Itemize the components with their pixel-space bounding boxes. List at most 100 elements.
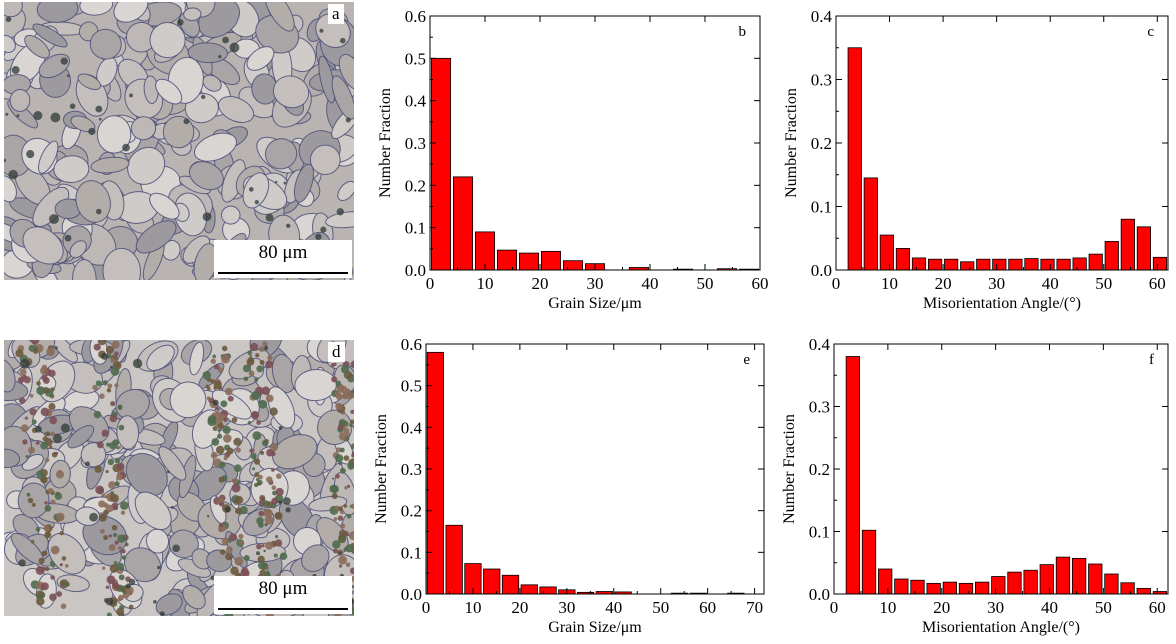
bar-f-1 (861, 529, 877, 595)
bars-e (426, 351, 745, 595)
bar-c-16 (1104, 241, 1119, 271)
bar-b-5 (540, 250, 562, 271)
x-tick-label-b-4: 40 (642, 274, 659, 293)
x-tick-label-b-3: 30 (587, 274, 604, 293)
panel-letter-a: a (328, 4, 344, 24)
x-tick-label-e-4: 40 (605, 598, 622, 617)
y-tick-label-e-3: 0.3 (401, 460, 422, 479)
bar-f-5 (926, 582, 941, 595)
plot-frame-f (833, 343, 1169, 595)
x-tick-label-f-6: 60 (1149, 598, 1166, 617)
bar-f-9 (991, 576, 1006, 595)
x-tick-label-f-3: 30 (987, 598, 1004, 617)
x-tick-label-f-2: 20 (933, 598, 950, 617)
bar-c-1 (863, 177, 878, 271)
bar-c-18 (1136, 226, 1151, 271)
bar-c-9 (992, 258, 1007, 271)
bar-f-11 (1023, 569, 1038, 595)
bars-b (430, 57, 760, 271)
y-tick-label-c-0: 0.0 (811, 261, 832, 280)
scale-bar-d: 80 μm (214, 576, 352, 614)
x-axis-b: 0 10 20 30 40 50 60 (426, 16, 769, 293)
bar-e-3 (483, 568, 501, 595)
bar-f-6 (942, 581, 957, 595)
y-tick-label-c-3: 0.3 (811, 71, 832, 90)
bar-c-13 (1056, 258, 1071, 271)
y-tick-label-f-4: 0.4 (809, 335, 831, 354)
x-axis-c: 0 10 20 30 40 50 60 (832, 16, 1166, 293)
bar-b-6 (562, 260, 584, 271)
bar-c-11 (1024, 258, 1039, 271)
y-axis-label-f: Number Fraction (781, 414, 798, 524)
y-tick-label-b-4: 0.4 (405, 92, 427, 111)
y-axis-e: 0.0 0.1 0.2 0.3 0.4 0.5 0.6 (401, 335, 764, 604)
bar-c-2 (879, 234, 894, 271)
bar-f-13 (1055, 556, 1071, 595)
y-tick-label-f-1: 0.1 (809, 523, 830, 542)
bar-c-10 (1008, 258, 1023, 271)
scale-bar-line-a (218, 272, 348, 274)
bar-f-4 (910, 579, 925, 595)
bar-f-3 (894, 578, 909, 595)
x-axis-label-c: Misorientation Angle/(°) (923, 295, 1081, 312)
x-tick-label-e-5: 50 (652, 598, 669, 617)
x-tick-label-f-0: 0 (830, 598, 839, 617)
bar-c-6 (944, 258, 959, 271)
bar-b-0 (430, 57, 452, 271)
panel-letter-c: c (1147, 24, 1154, 40)
y-tick-label-b-2: 0.2 (405, 176, 426, 195)
x-tick-label-f-5: 50 (1095, 598, 1112, 617)
bar-c-8 (976, 258, 991, 271)
y-tick-label-f-3: 0.3 (809, 398, 830, 417)
y-tick-label-e-2: 0.2 (401, 502, 422, 521)
y-tick-label-e-1: 0.1 (401, 543, 422, 562)
x-tick-label-c-5: 50 (1095, 274, 1112, 293)
chart-f-misorientation: 0 10 20 30 40 50 60 0.0 0.1 0.2 0.3 0.4 Misorientati… (781, 335, 1169, 636)
bar-e-6 (539, 586, 557, 595)
bar-c-14 (1072, 257, 1087, 271)
bar-c-7 (960, 261, 975, 271)
y-axis-c: 0.0 0.1 0.2 0.3 0.4 (811, 7, 1168, 280)
bar-f-0 (845, 356, 860, 595)
bar-f-7 (958, 582, 974, 595)
bar-c-12 (1040, 258, 1055, 271)
chart-e-grain-size: 0 10 20 30 40 50 60 70 0.0 0.1 0.2 0.3 0.4 0.5 0.6 Grai… (373, 335, 765, 636)
y-tick-label-b-5: 0.5 (405, 49, 426, 68)
x-tick-label-e-6: 60 (699, 598, 716, 617)
x-axis-label-b: Grain Size/μm (548, 295, 642, 312)
y-tick-label-c-4: 0.4 (811, 7, 833, 26)
bar-f-2 (878, 568, 893, 595)
x-axis-f: 0 10 20 30 40 50 60 (830, 344, 1166, 617)
x-tick-label-c-1: 10 (881, 274, 898, 293)
bar-f-14 (1071, 557, 1087, 595)
micrograph-d (4, 340, 354, 616)
y-tick-label-f-0: 0.0 (809, 585, 830, 604)
x-axis-label-f: Misorientation Angle/(°) (922, 619, 1080, 636)
panel-letter-b: b (739, 24, 747, 40)
bar-e-0 (426, 351, 445, 595)
bar-f-18 (1136, 587, 1151, 595)
scale-bar-line-d (218, 608, 348, 610)
panel-letter-e: e (743, 352, 750, 368)
bars-c (847, 47, 1168, 271)
bar-c-17 (1120, 218, 1135, 271)
plot-frame-e (425, 343, 765, 595)
x-tick-label-c-4: 40 (1042, 274, 1059, 293)
scale-bar-label-a: 80 μm (258, 242, 308, 263)
x-tick-label-f-1: 10 (879, 598, 896, 617)
x-tick-label-b-5: 50 (697, 274, 714, 293)
y-tick-label-b-3: 0.3 (405, 134, 426, 153)
bar-c-19 (1152, 256, 1168, 271)
chart-c-misorientation: 0 10 20 30 40 50 60 0.0 0.1 0.2 0.3 0.4 Misorientati… (783, 7, 1169, 312)
micrograph-d-texture (4, 340, 354, 616)
bar-e-4 (501, 574, 520, 595)
y-tick-label-c-1: 0.1 (811, 198, 832, 217)
x-tick-label-b-6: 60 (752, 274, 769, 293)
scale-bar-label-d: 80 μm (258, 578, 308, 599)
y-tick-label-f-2: 0.2 (809, 460, 830, 479)
x-tick-label-b-0: 0 (426, 274, 435, 293)
bar-c-15 (1088, 253, 1103, 271)
bar-b-3 (496, 249, 518, 271)
x-tick-label-c-0: 0 (832, 274, 841, 293)
y-axis-label-e: Number Fraction (373, 414, 390, 524)
